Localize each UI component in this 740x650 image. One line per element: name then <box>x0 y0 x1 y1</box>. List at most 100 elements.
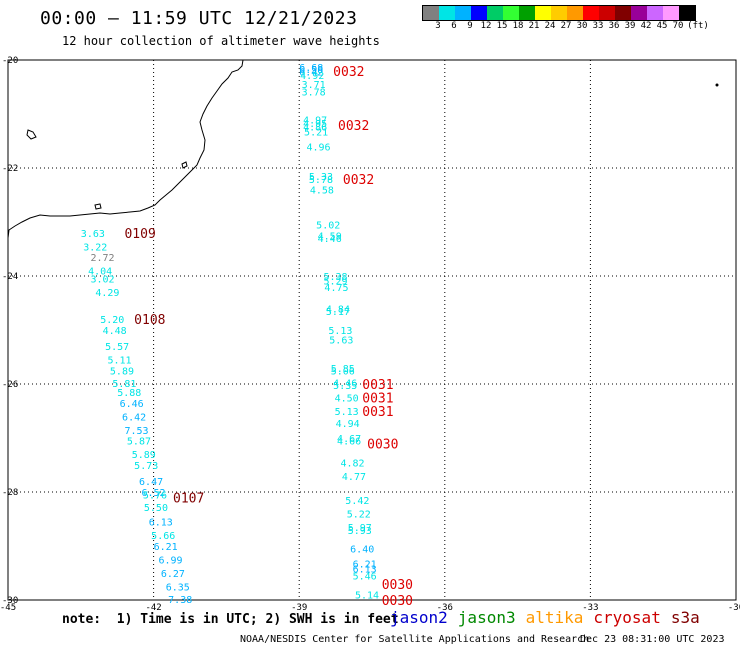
wave-height-value: 5.89 <box>132 450 156 461</box>
legend-swatch <box>551 6 567 20</box>
wave-height-value: 4.04 <box>88 267 112 278</box>
pass-time-label: 0030 <box>382 594 413 609</box>
wave-height-value: 6.13 <box>353 565 377 576</box>
legend-label: 3 <box>435 21 441 31</box>
wave-height-value: 4.75 <box>324 283 348 294</box>
wave-height-value: 5.63 <box>329 336 353 347</box>
pass-time-label: 0031 <box>362 392 393 407</box>
wave-height-value: 4.50 <box>335 394 359 405</box>
legend-label: 33 <box>592 21 604 31</box>
x-tick-label: -30 <box>728 603 740 613</box>
pass-time-label: 0030 <box>382 578 413 593</box>
wave-height-value: 5.13 <box>328 326 352 337</box>
wave-height-value: 5.76 <box>143 491 167 502</box>
legend-label: 45 <box>656 21 668 31</box>
wave-height-value: 6.42 <box>122 412 146 423</box>
wave-height-value: 4.29 <box>95 288 119 299</box>
y-tick-label: -20 <box>2 56 18 66</box>
wave-height-value: 4.48 <box>103 326 127 337</box>
wave-height-value: 3.02 <box>91 275 115 286</box>
x-tick-label: -36 <box>437 603 453 613</box>
wave-height-value: 4.96 <box>306 142 330 153</box>
pass-time-label: 0031 <box>362 378 393 393</box>
wave-height-value: 4.84 <box>326 304 350 315</box>
wave-height-value: 3.63 <box>81 229 105 240</box>
wave-height-value: 5.11 <box>107 356 131 367</box>
coastline <box>7 59 719 239</box>
wave-height-value: 6.58 <box>299 65 323 76</box>
pass-time-label: 0109 <box>124 227 155 242</box>
wave-height-value: 3.71 <box>302 80 326 91</box>
wave-height-value: 4.97 <box>303 115 327 126</box>
wave-height-value: 6.27 <box>161 569 185 580</box>
wave-height-value: 5.02 <box>316 221 340 232</box>
legend-swatch <box>583 6 599 20</box>
wave-height-value: 5.46 <box>353 572 377 583</box>
wave-height-value: 4.67 <box>337 434 361 445</box>
mission-legend: jason2 jason3 altika cryosat s3a <box>390 608 710 627</box>
wave-height-value: 3.78 <box>302 87 326 98</box>
legend-label: 9 <box>467 21 473 31</box>
wave-height-value: 5.89 <box>110 367 134 378</box>
wave-height-value: 5.22 <box>347 510 371 521</box>
y-tick-label: -30 <box>2 596 18 606</box>
wave-height-value: 5.06 <box>331 367 355 378</box>
chart-title: 00:00 — 11:59 UTC 12/21/2023 <box>40 8 358 29</box>
wave-height-value: 5.13 <box>335 407 359 418</box>
color-legend-labels: 3 6 9 12 15 18 21 24 27 30 33 36 39 42 45 70 (ft) <box>422 21 732 33</box>
y-tick-label: -28 <box>2 488 18 498</box>
legend-label: (ft) <box>687 21 709 31</box>
legend-swatch <box>535 6 551 20</box>
wave-height-value: 5.17 <box>326 307 350 318</box>
wave-height-value: 6.21 <box>353 559 377 570</box>
legend-swatch <box>455 6 471 20</box>
plot-frame <box>7 59 737 601</box>
color-legend-bar <box>422 5 696 21</box>
wave-height-value: 4.46 <box>333 378 357 389</box>
mission-label: jason2 <box>390 608 448 627</box>
y-tick-label: -26 <box>2 380 18 390</box>
x-tick-label: -42 <box>145 603 161 613</box>
wave-height-value: 6.68 <box>299 63 323 74</box>
x-tick-label: -45 <box>0 603 16 613</box>
wave-height-value: 6.47 <box>139 477 163 488</box>
legend-swatch <box>679 6 695 20</box>
pass-time-label: 0032 <box>343 173 374 188</box>
wave-height-value: 4.66 <box>337 437 361 448</box>
wave-height-value: 5.21 <box>304 127 328 138</box>
wave-height-value: 5.87 <box>127 437 151 448</box>
legend-swatch <box>631 6 647 20</box>
wave-height-value: 5.33 <box>309 172 333 183</box>
wave-height-value: 5.38 <box>323 272 347 283</box>
wave-height-value: 5.78 <box>309 175 333 186</box>
legend-label: 24 <box>544 21 556 31</box>
wave-height-value: 5.85 <box>331 364 355 375</box>
wave-height-value: 2.72 <box>91 253 115 264</box>
chart-subtitle: 12 hour collection of altimeter wave hei… <box>62 34 380 48</box>
legend-label: 15 <box>496 21 508 31</box>
legend-label: 70 <box>672 21 684 31</box>
wave-height-value: 5.29 <box>323 276 347 287</box>
wave-height-value: 6.46 <box>120 399 144 410</box>
legend-label: 21 <box>528 21 540 31</box>
wave-height-value: 6.40 <box>350 545 374 556</box>
wave-height-value: 6.35 <box>166 583 190 594</box>
legend-swatch <box>647 6 663 20</box>
mission-label: jason3 <box>457 608 516 627</box>
legend-swatch <box>423 6 439 20</box>
wave-height-value: 6.42 <box>299 67 323 78</box>
wave-height-value: 5.35 <box>333 381 357 392</box>
x-tick-label: -39 <box>291 603 307 613</box>
wave-height-value: 5.81 <box>112 379 136 390</box>
wave-height-value: 4.77 <box>342 472 366 483</box>
wave-height-value: 7.38 <box>168 595 192 606</box>
wave-height-value: 3.22 <box>83 242 107 253</box>
legend-swatch <box>615 6 631 20</box>
pass-time-label: 0107 <box>173 491 204 506</box>
wave-height-value: 4.59 <box>318 232 342 243</box>
legend-label: 30 <box>576 21 588 31</box>
legend-swatch <box>519 6 535 20</box>
legend-label: 6 <box>451 21 457 31</box>
wave-height-value: 4.95 <box>303 119 327 130</box>
